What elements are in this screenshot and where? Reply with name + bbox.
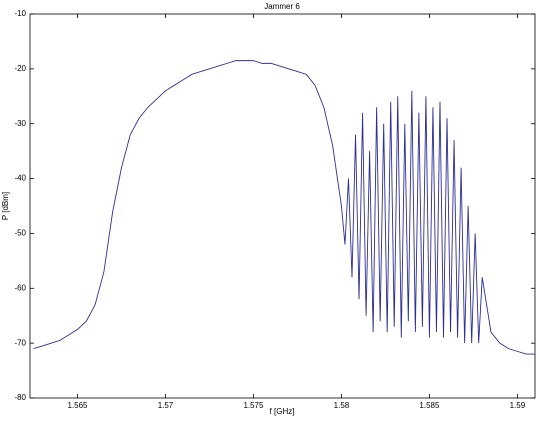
plot-frame	[29, 13, 536, 399]
y-tick-label: -30	[14, 119, 26, 128]
x-tick-label: 1.565	[67, 401, 88, 410]
y-axis-label: P [dBm]	[1, 192, 10, 220]
y-tick-label: -40	[14, 174, 26, 183]
y-tick-label: -10	[14, 9, 26, 18]
y-tick-label: -60	[14, 283, 26, 292]
x-axis-label: f [GHz]	[270, 407, 295, 416]
x-tick-label: 1.58	[334, 401, 350, 410]
y-tick-label: -50	[14, 229, 26, 238]
y-tick-label: -80	[14, 393, 26, 402]
y-tick-label: -70	[14, 338, 26, 347]
data-line	[33, 60, 535, 355]
x-tick-label: 1.57	[158, 401, 174, 410]
x-tick-label: 1.585	[419, 401, 440, 410]
x-tick-label: 1.575	[243, 401, 264, 410]
x-tick-label: 1.59	[510, 401, 526, 410]
chart-title: Jammer 6	[264, 2, 300, 11]
y-tick-label: -20	[14, 64, 26, 73]
